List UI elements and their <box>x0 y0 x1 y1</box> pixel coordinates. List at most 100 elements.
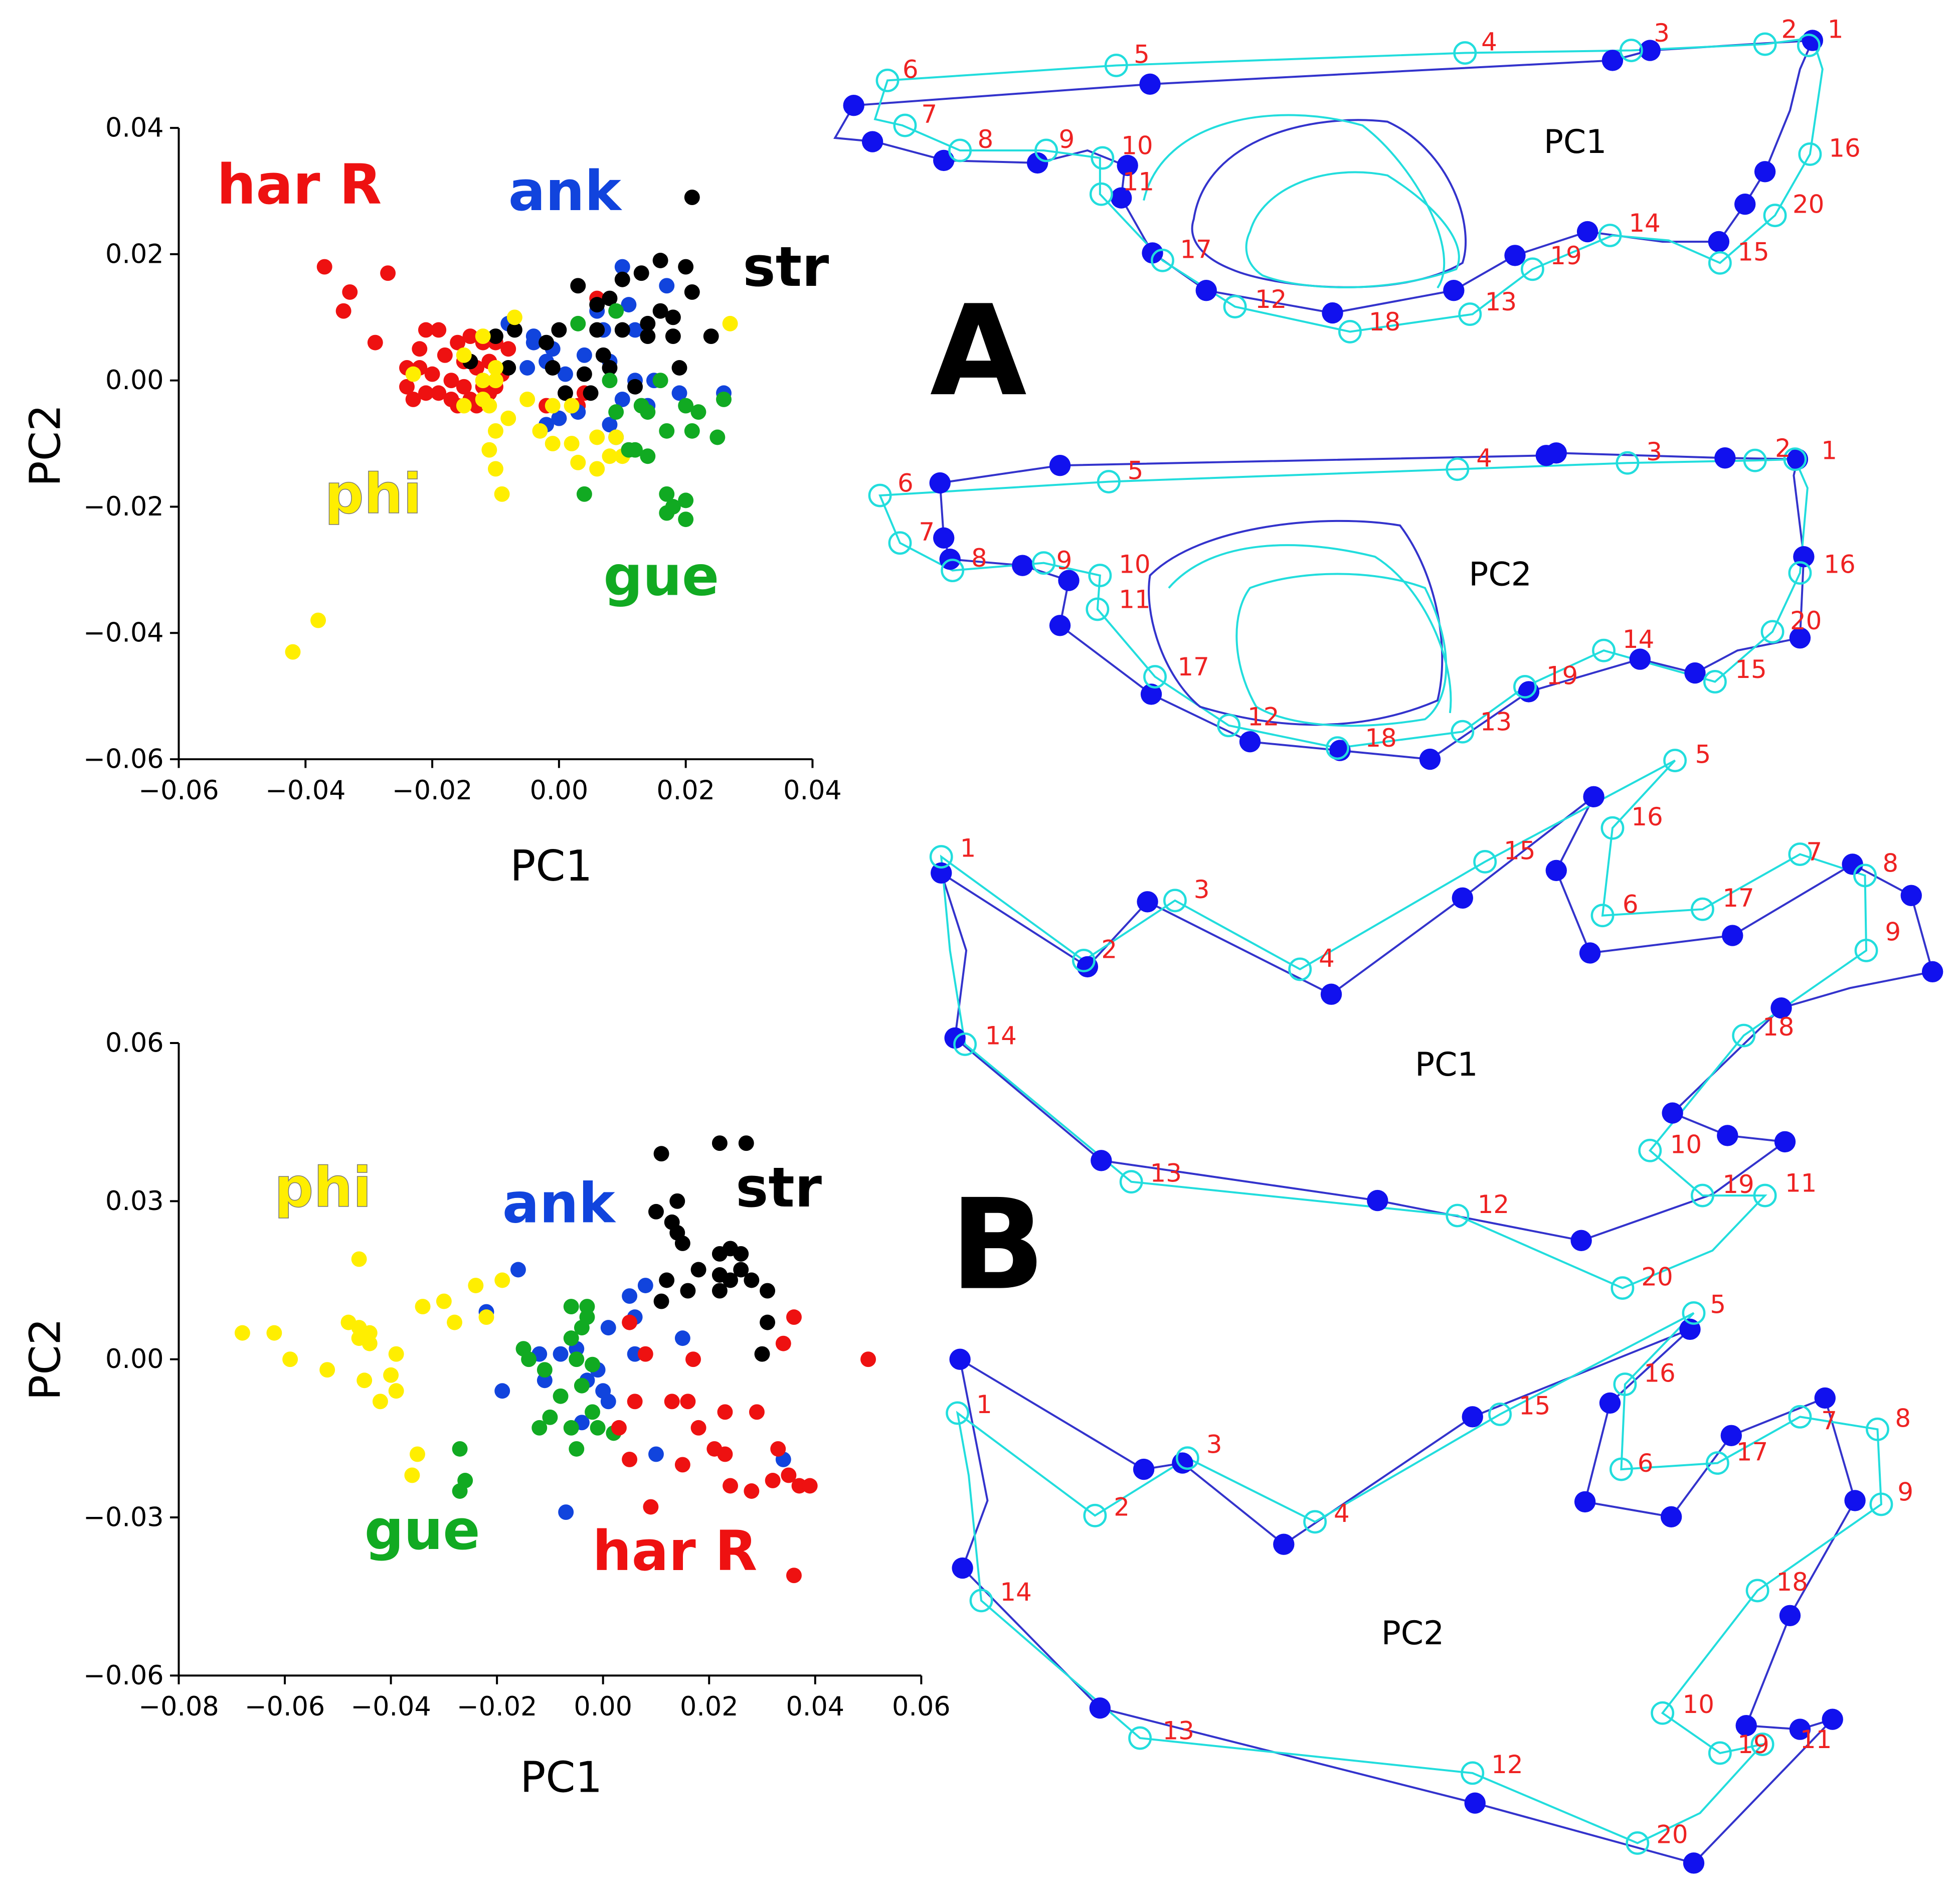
landmark-number: 2 <box>1775 434 1791 463</box>
landmark-solid <box>1722 925 1743 946</box>
landmark-open <box>1104 54 1128 77</box>
point-ank <box>519 360 536 376</box>
landmark-open <box>1143 665 1167 688</box>
point-phi <box>488 423 503 439</box>
landmark-open <box>1461 1761 1485 1785</box>
point-phi <box>488 360 503 376</box>
shape-b2-label: PC2 <box>1381 1615 1445 1652</box>
landmark-solid <box>1367 1189 1388 1212</box>
x-tick-label: 0.04 <box>786 1691 845 1722</box>
point-str <box>723 1272 739 1288</box>
point-phi <box>478 1309 494 1325</box>
landmark-number: 16 <box>1829 133 1860 162</box>
chart-a-axes: −0.06 −0.04 −0.02 0.00 0.02 0.04 −0.06 −0.04 −0.… <box>83 113 842 806</box>
landmark-open <box>1691 897 1714 921</box>
landmark-open <box>1513 675 1537 699</box>
point-gue <box>521 1351 537 1367</box>
landmark-open <box>1626 1831 1650 1855</box>
landmark-number: 13 <box>1485 287 1517 316</box>
landmark-number: 6 <box>903 55 919 84</box>
landmark-open <box>1797 34 1821 57</box>
landmark-open <box>1611 1276 1635 1300</box>
y-tick-label: 0.00 <box>105 1344 164 1374</box>
landmark-open <box>1708 1741 1732 1765</box>
landmark-number: 5 <box>1710 1290 1726 1319</box>
x-tick-label: −0.02 <box>457 1691 537 1722</box>
point-gue <box>574 1377 590 1394</box>
point-har-R <box>674 1457 690 1473</box>
landmark-number: 7 <box>919 518 935 547</box>
point-gue <box>640 448 656 464</box>
point-ank <box>525 334 542 351</box>
point-gue <box>531 1420 548 1436</box>
point-phi <box>357 1372 373 1389</box>
x-tick-label: 0.00 <box>530 775 589 806</box>
point-gue <box>563 1299 579 1315</box>
point-ank <box>614 259 630 275</box>
landmark-number: 16 <box>1644 1359 1675 1388</box>
point-str <box>690 1262 706 1278</box>
landmark-solid <box>1639 40 1661 61</box>
landmark-open <box>875 68 900 92</box>
point-har-R <box>342 284 358 300</box>
landmark-solid <box>1770 997 1792 1019</box>
point-phi <box>447 1314 462 1330</box>
landmark-number: 20 <box>1790 606 1822 635</box>
landmark-solid <box>1111 187 1132 209</box>
landmark-solid <box>1735 1714 1757 1737</box>
landmark-open <box>1788 842 1812 866</box>
landmark-solid <box>843 95 864 116</box>
landmark-number: 4 <box>1481 28 1497 57</box>
point-har-R <box>717 1446 733 1462</box>
chart-b-points <box>234 1135 876 1584</box>
annotation-har-R: har R <box>217 152 382 217</box>
landmark-open <box>1089 182 1113 206</box>
landmark-open <box>1223 295 1247 319</box>
landmark-solid <box>1464 1792 1486 1814</box>
landmark-solid <box>1091 1150 1112 1171</box>
landmark-open <box>1760 620 1785 644</box>
annotation-str: str <box>736 1155 822 1220</box>
landmark-number: 9 <box>1897 1477 1913 1506</box>
y-tick-label: 0.03 <box>105 1186 164 1217</box>
point-phi <box>456 398 472 414</box>
landmark-solid <box>1601 50 1624 71</box>
landmark-number: 17 <box>1177 652 1209 681</box>
point-har-R <box>781 1467 797 1483</box>
chart-b-y-axis-label: PC2 <box>21 1318 70 1401</box>
landmark-solid <box>1662 1102 1683 1124</box>
landmark-number: 18 <box>1365 724 1396 753</box>
landmark-number: 16 <box>1824 550 1855 579</box>
point-har-R <box>717 1404 733 1420</box>
point-str <box>589 322 605 338</box>
landmark-open <box>1638 1138 1662 1162</box>
point-har-R <box>627 1394 643 1410</box>
landmark-solid <box>1714 447 1736 469</box>
point-har-R <box>418 322 434 338</box>
point-str <box>703 328 719 344</box>
point-ank <box>621 297 637 313</box>
landmark-number: 12 <box>1248 703 1279 732</box>
landmark-open <box>1763 204 1787 228</box>
landmark-solid <box>1195 279 1217 301</box>
landmark-solid <box>861 131 883 152</box>
point-ank <box>627 1346 643 1362</box>
point-str <box>595 347 611 363</box>
landmark-number: 18 <box>1762 1012 1794 1042</box>
landmark-number: 17 <box>1722 884 1754 913</box>
point-phi <box>468 1278 484 1293</box>
point-str <box>733 1246 749 1262</box>
point-har-R <box>622 1314 638 1330</box>
landmark-solid <box>1535 445 1557 466</box>
landmark-solid <box>944 1027 966 1049</box>
point-phi <box>488 373 503 389</box>
point-phi <box>383 1367 399 1383</box>
point-gue <box>569 1441 585 1457</box>
landmark-number: 6 <box>898 469 914 498</box>
point-har-R <box>622 1451 638 1467</box>
landmark-number: 14 <box>1000 1578 1031 1607</box>
point-str <box>545 360 561 376</box>
landmark-number: 10 <box>1119 550 1150 579</box>
point-har-R <box>418 385 434 401</box>
landmark-open <box>1682 1301 1706 1325</box>
